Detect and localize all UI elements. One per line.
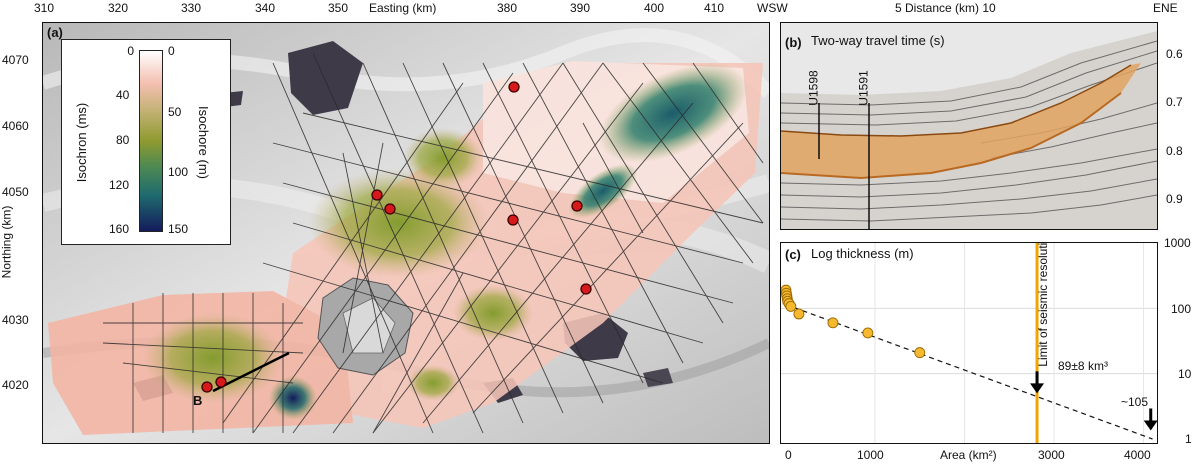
drill-site — [384, 203, 396, 215]
x-axis-title: Area (km²) — [940, 448, 997, 462]
data-point — [862, 327, 874, 339]
y-axis-title: Northing (km) — [0, 205, 14, 279]
deposit-body — [781, 63, 1141, 178]
panel-label: (a) — [47, 25, 63, 40]
x-tick-label: 1000 — [857, 448, 884, 462]
distance-axis-label: 5 Distance (km) 10 — [895, 1, 996, 15]
drill-site — [508, 81, 520, 93]
y-tick-label: 1 — [1185, 432, 1192, 446]
drill-site — [201, 381, 213, 393]
y-tick-label: 1000 — [1164, 236, 1191, 250]
legend-right-title: Isochore (m) — [195, 106, 211, 179]
direction-label-right: ENE — [1153, 1, 1178, 15]
panel-b-title: Two-way travel time (s) — [811, 33, 945, 48]
panel-label: (b) — [785, 35, 802, 50]
direction-label-left: WSW — [757, 1, 788, 15]
legend-left-title: Isochron (ms) — [74, 102, 90, 183]
y-tick-label: 4020 — [2, 378, 29, 392]
drill-site — [215, 376, 227, 388]
x-tick-label: 310 — [34, 1, 55, 15]
x-tick-label: 4000 — [1124, 448, 1151, 462]
y-tick-label: 0.8 — [1166, 144, 1183, 158]
y-tick-label: 4050 — [2, 185, 29, 199]
legend-left-tick: 40 — [116, 88, 130, 102]
legend-left-tick: 0 — [127, 44, 134, 58]
arrow-head — [1030, 383, 1045, 394]
x-tick-label: 320 — [108, 1, 129, 15]
x-tick-label: 0 — [785, 448, 792, 462]
colorbar-legend: 0 40 80 120 160 0 50 100 150 Isochron (m… — [61, 39, 231, 245]
chart-frame: (c) Log thickness (m) Limit of seismic r… — [780, 242, 1158, 444]
seismic-frame: (b) Two-way travel time (s) U1598 U1591 — [780, 22, 1158, 230]
legend-right-tick: 0 — [168, 44, 175, 58]
well-label-u1591: U1591 — [856, 70, 871, 106]
drill-site — [571, 200, 583, 212]
x-tick-label: 400 — [644, 1, 665, 15]
data-point — [914, 347, 926, 359]
legend-right-tick: 100 — [168, 165, 189, 179]
log-thickness-chart — [781, 243, 1157, 443]
y-tick-label: 4030 — [2, 313, 29, 327]
y-tick-label: 4060 — [2, 119, 29, 133]
y-tick-label: 0.7 — [1166, 95, 1183, 109]
well-label-u1598: U1598 — [806, 70, 821, 106]
colorbar — [139, 50, 163, 232]
legend-left-tick: 80 — [116, 133, 130, 147]
legend-left-tick: 120 — [109, 178, 130, 192]
drill-site — [371, 189, 383, 201]
y-tick-label: 0.6 — [1166, 47, 1183, 61]
x-tick-label: 340 — [255, 1, 276, 15]
resolution-label: Limit of seismic resolution — [1036, 242, 1050, 367]
data-point — [827, 317, 839, 329]
x-tick-label: 3000 — [1038, 448, 1065, 462]
y-tick-label: 10 — [1178, 367, 1192, 381]
volume-label: 89±8 km³ — [1058, 359, 1108, 373]
x-tick-label: 330 — [181, 1, 202, 15]
legend-right-tick: 50 — [168, 105, 182, 119]
legend-left-tick: 160 — [109, 222, 130, 236]
trend-line — [785, 303, 1153, 440]
y-tick-label: 100 — [1171, 302, 1192, 316]
drill-site — [507, 214, 519, 226]
y-tick-label: 4070 — [2, 53, 29, 67]
y-tick-label: 0.9 — [1166, 192, 1183, 206]
extrapolated-label: ~105 — [1121, 395, 1149, 409]
x-tick-label: 380 — [497, 1, 518, 15]
x-axis-title: Easting (km) — [369, 1, 437, 15]
x-tick-label: 390 — [570, 1, 591, 15]
drill-site — [580, 283, 592, 295]
x-tick-label: 410 — [704, 1, 725, 15]
x-tick-label: 350 — [328, 1, 349, 15]
section-label-b: B — [193, 393, 203, 408]
data-point — [793, 308, 805, 320]
seismic-section — [781, 23, 1157, 229]
chart-title: Log thickness (m) — [811, 246, 914, 261]
data-point — [785, 300, 797, 312]
panel-label: (c) — [785, 247, 801, 262]
map-frame: (a) B 0 40 80 120 160 0 50 100 150 Isoch… — [42, 22, 770, 444]
survey-lines — [102, 52, 764, 434]
drill-sites — [201, 81, 592, 393]
legend-right-tick: 150 — [168, 222, 189, 236]
arrow-head — [1143, 420, 1157, 431]
